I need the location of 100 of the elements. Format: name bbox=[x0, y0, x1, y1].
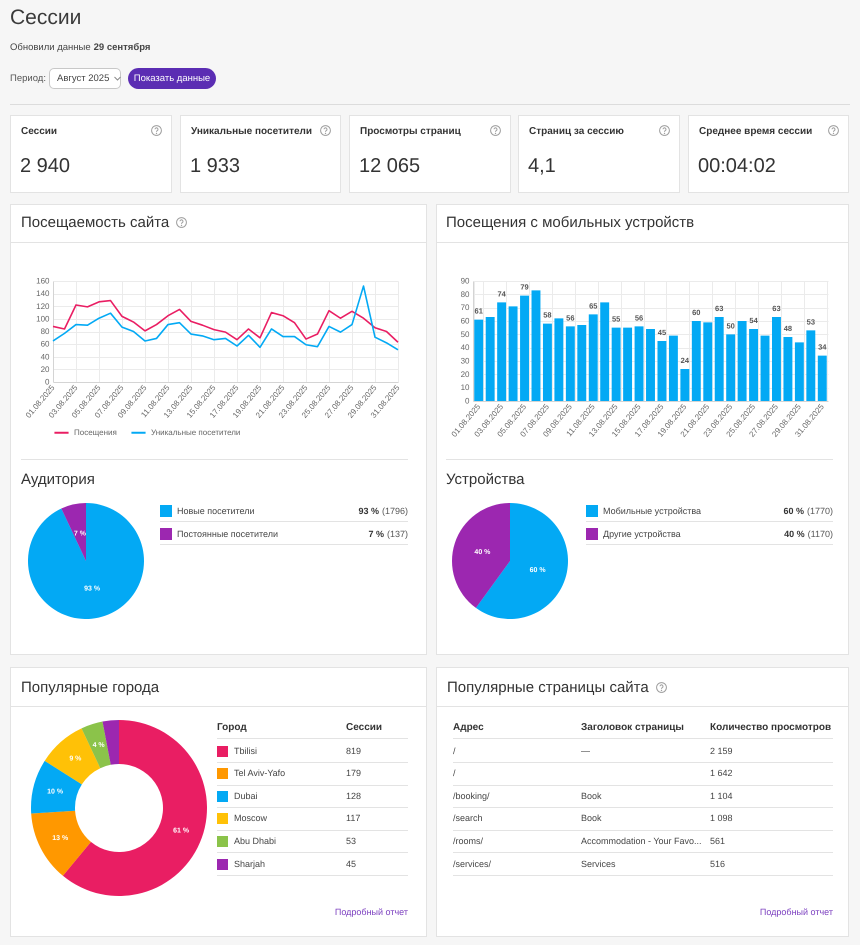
y-tick-label: 80 bbox=[460, 290, 470, 299]
bar bbox=[738, 321, 747, 401]
text: Подробный отчет bbox=[760, 906, 833, 918]
y-tick-label: 100 bbox=[36, 314, 50, 324]
chart-title: Посещения с мобильных устройств bbox=[446, 212, 694, 232]
text: 2 159 bbox=[710, 746, 733, 756]
text: /booking/ bbox=[453, 790, 490, 802]
text: 7 % bbox=[368, 528, 384, 538]
y-tick-label: 10 bbox=[460, 383, 470, 392]
text: 128 bbox=[346, 790, 362, 802]
text: 561 bbox=[710, 836, 726, 847]
text: Страниц за сессию bbox=[529, 124, 624, 138]
text: (1770) bbox=[806, 506, 833, 516]
text: (1170) bbox=[808, 528, 833, 540]
text: Среднее время сессии bbox=[699, 124, 812, 138]
text: 819 bbox=[346, 746, 362, 756]
chart-title: Устройства bbox=[446, 470, 524, 488]
bar bbox=[612, 328, 621, 401]
text: Обновили данные bbox=[10, 42, 91, 54]
legend-label: Другие устройства bbox=[603, 528, 681, 540]
text: Август 2025 bbox=[57, 73, 110, 84]
y-tick-label: 40 bbox=[460, 343, 470, 352]
y-tick-label: 0 bbox=[45, 378, 50, 386]
text: 29 сентября bbox=[94, 42, 150, 54]
bar bbox=[542, 324, 552, 401]
legend-label: Уникальные посетители bbox=[151, 428, 240, 437]
y-tick-label: 20 bbox=[460, 370, 470, 379]
text: / bbox=[453, 746, 456, 756]
text: 1 642 bbox=[710, 768, 733, 780]
y-tick-label: 60 bbox=[460, 316, 470, 326]
text: 1 104 bbox=[710, 790, 733, 802]
pie-slice bbox=[28, 503, 144, 619]
pie-slice bbox=[61, 503, 86, 561]
legend-label: Moscow bbox=[234, 813, 268, 824]
text: / bbox=[453, 768, 456, 780]
bar bbox=[532, 290, 540, 401]
text: (1796) bbox=[382, 506, 408, 516]
bar bbox=[818, 356, 827, 401]
y-tick-label: 120 bbox=[36, 302, 50, 311]
y-tick-label: 80 bbox=[40, 327, 50, 336]
text: (137) bbox=[386, 528, 408, 540]
pie-slice bbox=[452, 503, 510, 608]
category-label: Book bbox=[581, 813, 602, 824]
legend-label: Sharjah bbox=[234, 858, 266, 870]
donut-slice bbox=[31, 810, 91, 876]
donut-slice bbox=[82, 722, 111, 768]
chart-title: Популярные города bbox=[21, 678, 160, 696]
bar bbox=[772, 317, 781, 401]
bar bbox=[703, 322, 712, 401]
text: /services/ bbox=[453, 858, 492, 870]
bar bbox=[783, 337, 792, 401]
text: Показать данные bbox=[128, 68, 216, 89]
chart-title: Аудитория bbox=[21, 470, 95, 488]
bar bbox=[646, 329, 655, 401]
text: Уникальные посетители bbox=[191, 124, 312, 138]
bar bbox=[486, 317, 495, 401]
y-tick-label: 40 bbox=[40, 352, 50, 362]
y-tick-label: 90 bbox=[460, 276, 470, 286]
y-tick-label: 50 bbox=[460, 330, 470, 339]
text: 00:04:02 bbox=[698, 154, 776, 178]
bar bbox=[520, 296, 529, 401]
text: 117 bbox=[346, 813, 360, 824]
text: Период: bbox=[10, 72, 46, 84]
text: Подробный отчет bbox=[334, 906, 408, 918]
bar bbox=[474, 320, 484, 401]
y-tick-label: 60 bbox=[40, 340, 50, 349]
text: 93 % bbox=[358, 506, 379, 516]
donut-slice bbox=[102, 720, 119, 765]
category-label: — bbox=[581, 746, 590, 756]
text: Сессии bbox=[21, 124, 58, 138]
text: 40 % bbox=[784, 528, 805, 538]
bar bbox=[657, 341, 666, 401]
legend-title: Город bbox=[217, 720, 247, 734]
text: Заголовок страницы bbox=[581, 720, 684, 734]
text: 4,1 bbox=[528, 154, 556, 178]
text: 516 bbox=[710, 858, 726, 870]
text: Сессии bbox=[10, 5, 82, 31]
y-tick-label: 140 bbox=[36, 289, 50, 298]
bar bbox=[508, 306, 518, 401]
bar bbox=[668, 336, 678, 401]
pie-slice bbox=[476, 503, 568, 619]
legend-label: Постоянные посетители bbox=[177, 528, 278, 540]
line-series bbox=[52, 300, 399, 344]
bar bbox=[600, 302, 610, 401]
bar bbox=[588, 314, 598, 401]
text: /rooms/ bbox=[453, 836, 484, 847]
bar bbox=[554, 318, 564, 401]
text: /search bbox=[453, 813, 483, 824]
text: 179 bbox=[346, 768, 362, 780]
bar bbox=[577, 325, 586, 401]
donut-slice bbox=[44, 728, 100, 784]
bar bbox=[566, 326, 575, 401]
text: Популярные страницы сайта bbox=[447, 678, 649, 696]
text: Адрес bbox=[453, 720, 484, 734]
donut-slice bbox=[31, 760, 82, 814]
legend-label: Tbilisi bbox=[234, 746, 258, 756]
category-label: Services bbox=[581, 858, 616, 870]
donut-slice bbox=[62, 720, 207, 896]
bar bbox=[749, 329, 758, 401]
y-tick-label: 70 bbox=[460, 303, 470, 312]
